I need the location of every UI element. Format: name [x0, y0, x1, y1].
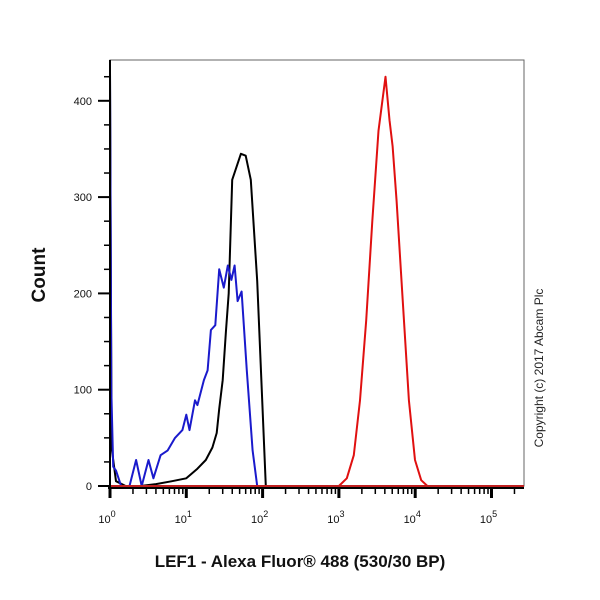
series-line: [338, 75, 429, 487]
x-tick-label: 105: [480, 509, 497, 526]
x-tick-label: 101: [175, 509, 192, 526]
x-axis-label: LEF1 - Alexa Fluor® 488 (530/30 BP): [154, 552, 446, 571]
x-tick-label: 103: [327, 509, 344, 526]
series-line: [109, 71, 259, 487]
y-tick-label: 0: [86, 481, 92, 493]
x-tick-label: 100: [98, 509, 115, 526]
x-tick-label: 102: [251, 509, 268, 526]
y-axis-label: Count: [29, 247, 50, 303]
y-tick-label: 100: [74, 385, 92, 397]
y-tick-label: 400: [74, 96, 92, 108]
copyright-annotation: Copyright (c) 2017 Abcam Plc: [532, 288, 546, 447]
y-tick-label: 200: [74, 288, 92, 300]
x-tick-label: 104: [404, 509, 421, 526]
plot-frame: [109, 59, 525, 487]
y-tick-label: 300: [74, 192, 92, 204]
axes-layer: 0 100 200 300 400 100 101 102 103 104 105: [74, 60, 524, 526]
series-layer: [109, 71, 524, 487]
